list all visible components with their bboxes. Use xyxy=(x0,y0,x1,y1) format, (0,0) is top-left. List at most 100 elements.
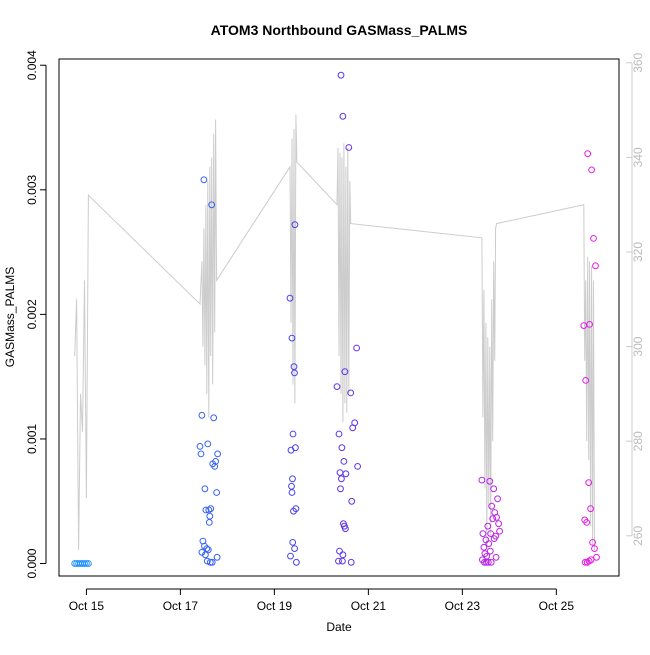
data-point xyxy=(205,519,213,526)
data-point xyxy=(488,502,496,510)
x-axis-label: Date xyxy=(326,620,352,634)
y-tick-label: 0.003 xyxy=(25,174,39,204)
data-point xyxy=(200,176,208,184)
data-point xyxy=(593,553,600,561)
data-point xyxy=(201,485,209,493)
data-point xyxy=(206,512,214,520)
data-point xyxy=(585,479,593,487)
data-point xyxy=(290,507,297,515)
x-tick-label: Oct 21 xyxy=(351,599,387,613)
data-point xyxy=(208,558,216,566)
data-point xyxy=(581,558,589,566)
y-tick-label: 0.000 xyxy=(25,548,39,578)
data-point xyxy=(588,166,595,174)
data-point xyxy=(207,505,215,513)
series-points-group xyxy=(71,71,600,567)
data-point xyxy=(213,489,221,496)
data-point xyxy=(342,470,350,478)
data-point xyxy=(582,377,590,384)
data-point xyxy=(490,485,498,493)
data-point xyxy=(586,321,593,328)
data-point xyxy=(202,506,210,514)
data-point xyxy=(213,553,221,561)
data-point xyxy=(496,527,504,535)
data-point xyxy=(489,515,497,523)
data-point xyxy=(291,221,299,229)
data-point xyxy=(288,489,296,496)
data-point xyxy=(584,150,592,158)
y2-tick-label: 360 xyxy=(631,52,645,72)
data-point xyxy=(203,545,211,552)
data-point xyxy=(287,552,294,560)
data-point xyxy=(485,540,493,547)
x-tick-label: Oct 23 xyxy=(445,599,481,613)
data-point xyxy=(290,363,298,371)
data-point xyxy=(288,334,296,342)
x-tick-label: Oct 17 xyxy=(163,599,199,613)
y2-tick-label: 280 xyxy=(631,431,645,451)
data-point xyxy=(587,505,594,513)
y-tick-label: 0.002 xyxy=(25,299,39,329)
data-point xyxy=(337,71,345,79)
y-axis-label: GASMass_PALMS xyxy=(3,267,17,367)
data-point xyxy=(337,485,344,493)
series-line-group xyxy=(74,114,595,551)
data-point xyxy=(208,201,216,209)
data-point xyxy=(291,369,298,377)
data-point xyxy=(492,553,500,561)
data-point xyxy=(214,450,222,458)
y-axis-right: 260 280 300 320 340 360 xyxy=(626,52,645,546)
data-point xyxy=(83,560,90,567)
x-tick-label: Oct 25 xyxy=(539,599,575,613)
data-point xyxy=(340,458,348,465)
data-point xyxy=(341,368,349,376)
data-point xyxy=(335,430,343,438)
data-point xyxy=(203,557,211,565)
data-point xyxy=(206,558,214,566)
data-point xyxy=(289,475,296,483)
data-point xyxy=(338,444,346,452)
x-tick-label: Oct 19 xyxy=(257,599,293,613)
data-point xyxy=(589,539,596,546)
data-point xyxy=(482,558,490,566)
data-point xyxy=(197,450,205,458)
data-point xyxy=(347,558,355,566)
data-point xyxy=(354,463,362,470)
data-point xyxy=(205,506,213,514)
data-point xyxy=(336,469,344,477)
data-point xyxy=(590,235,597,242)
data-point xyxy=(348,497,356,505)
data-point xyxy=(478,476,486,484)
y-tick-label: 0.001 xyxy=(25,424,39,454)
data-point xyxy=(592,262,599,270)
data-point xyxy=(81,560,88,567)
data-point xyxy=(339,557,346,565)
data-point xyxy=(293,558,300,566)
chart-title: ATOM3 Northbound GASMass_PALMS xyxy=(211,22,468,38)
y2-tick-label: 260 xyxy=(631,525,645,545)
data-point xyxy=(339,551,347,559)
data-point xyxy=(480,543,488,551)
data-point xyxy=(583,558,591,566)
data-point xyxy=(481,558,488,566)
data-point xyxy=(493,514,501,521)
data-point xyxy=(287,446,295,454)
data-point xyxy=(486,477,494,485)
data-point xyxy=(347,389,355,397)
data-point xyxy=(583,519,591,526)
data-point xyxy=(484,558,492,566)
data-point xyxy=(202,551,209,559)
data-point xyxy=(204,440,212,448)
y2-tick-label: 320 xyxy=(631,242,645,262)
data-point xyxy=(490,535,498,542)
x-axis: Oct 15 Oct 17 Oct 19 Oct 21 Oct 23 Oct 25 xyxy=(69,588,575,613)
data-point xyxy=(198,411,206,419)
data-point xyxy=(479,530,487,537)
data-point xyxy=(486,547,494,555)
data-point xyxy=(345,144,353,151)
data-point xyxy=(338,475,345,483)
data-point xyxy=(85,560,92,567)
data-point xyxy=(353,344,361,352)
